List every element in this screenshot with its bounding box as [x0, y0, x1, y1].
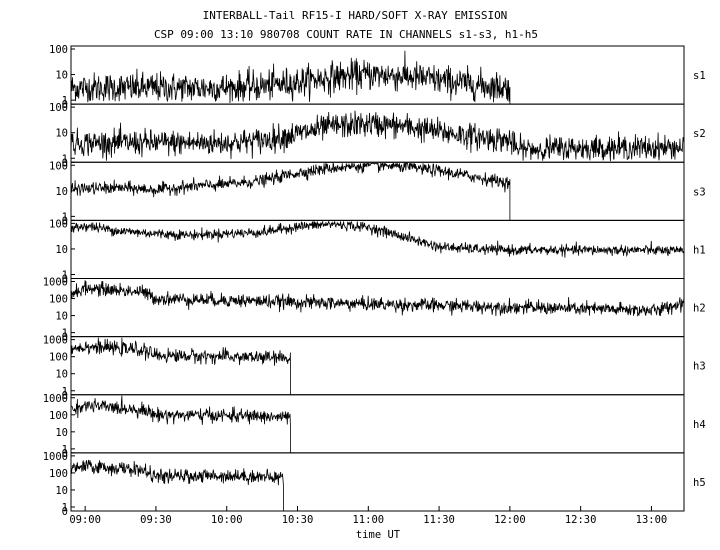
x-tick-label: 12:00 — [494, 514, 526, 526]
channel-label-h2: h2 — [693, 303, 706, 315]
channel-label-h5: h5 — [693, 477, 706, 489]
series-s2 — [70, 110, 685, 162]
x-tick-label: 13:00 — [636, 514, 668, 526]
channel-label-h4: h4 — [693, 419, 706, 431]
y-tick-label: 10 — [55, 369, 68, 381]
y-tick-label: 1 — [62, 386, 68, 398]
y-tick-label: 100 — [49, 294, 68, 306]
y-tick-label: 100 — [49, 410, 68, 422]
y-tick-label: 10 — [55, 427, 68, 439]
y-tick-label: 0 — [62, 99, 68, 111]
y-tick-label: 10 — [55, 311, 68, 323]
series-h2 — [70, 280, 685, 317]
y-tick-label: 1000 — [43, 451, 68, 463]
y-tick-label: 100 — [49, 102, 68, 114]
channel-label-h3: h3 — [693, 361, 706, 373]
y-tick-label: 10 — [55, 186, 68, 198]
channel-label-s2: s2 — [693, 128, 706, 140]
y-tick-label: 0 — [62, 448, 68, 460]
y-tick-label: 100 — [49, 160, 68, 172]
channel-label-s1: s1 — [693, 70, 706, 82]
chart-subtitle: CSP 09:00 13:10 980708 COUNT RATE IN CHA… — [154, 28, 538, 41]
y-tick-label: 100 — [49, 44, 68, 56]
y-tick-label: 1 — [62, 153, 68, 165]
panel-frame — [70, 336, 685, 396]
series-h4 — [70, 395, 291, 453]
y-tick-label: 1000 — [43, 335, 68, 347]
channel-label-h1: h1 — [693, 244, 706, 256]
y-tick-label: 1 — [62, 502, 68, 514]
y-tick-label: 10 — [55, 485, 68, 497]
y-tick-label: 0 — [62, 215, 68, 227]
y-tick-label: 10 — [55, 244, 68, 256]
panel-frame — [70, 452, 685, 512]
channel-panels: 1001010s11001010s21001010s31001010h11000… — [43, 44, 706, 518]
y-tick-label: 1 — [62, 270, 68, 282]
series-h3 — [70, 337, 291, 395]
y-tick-label: 10 — [55, 70, 68, 82]
y-tick-label: 1 — [62, 328, 68, 340]
time-axis: 09:00 09:30 10:00 10:30 11:00 11:30 12:00 12:30… — [69, 506, 667, 526]
x-tick-label: 11:00 — [352, 514, 384, 526]
chart-title: INTERBALL-Tail RF15-I HARD/SOFT X-RAY EM… — [203, 9, 508, 22]
x-axis-label: time UT — [356, 529, 401, 541]
series-s1 — [70, 50, 511, 105]
series-h5 — [70, 459, 284, 511]
y-tick-label: 0 — [62, 274, 68, 286]
x-tick-label: 11:30 — [423, 514, 455, 526]
x-tick-label: 09:00 — [69, 514, 101, 526]
x-tick-label: 09:30 — [140, 514, 172, 526]
y-tick-label: 100 — [49, 468, 68, 480]
panel-frame — [70, 45, 685, 105]
y-tick-label: 1 — [62, 444, 68, 456]
x-tick-label: 12:30 — [565, 514, 597, 526]
series-h1 — [70, 220, 685, 258]
y-tick-label: 1 — [62, 211, 68, 223]
y-tick-label: 10 — [55, 128, 68, 140]
panel-frame — [70, 394, 685, 454]
channel-label-s3: s3 — [693, 186, 706, 198]
y-tick-label: 1 — [62, 95, 68, 107]
y-tick-label: 1000 — [43, 393, 68, 405]
y-tick-label: 0 — [62, 157, 68, 169]
series-s3 — [70, 161, 511, 221]
y-tick-label: 100 — [49, 352, 68, 364]
y-tick-label: 100 — [49, 218, 68, 230]
y-tick-label: 0 — [62, 390, 68, 402]
x-tick-label: 10:00 — [211, 514, 243, 526]
x-tick-label: 10:30 — [282, 514, 314, 526]
y-tick-label: 1000 — [43, 277, 68, 289]
y-tick-label: 0 — [62, 332, 68, 344]
y-tick-label: 0 — [62, 506, 68, 518]
